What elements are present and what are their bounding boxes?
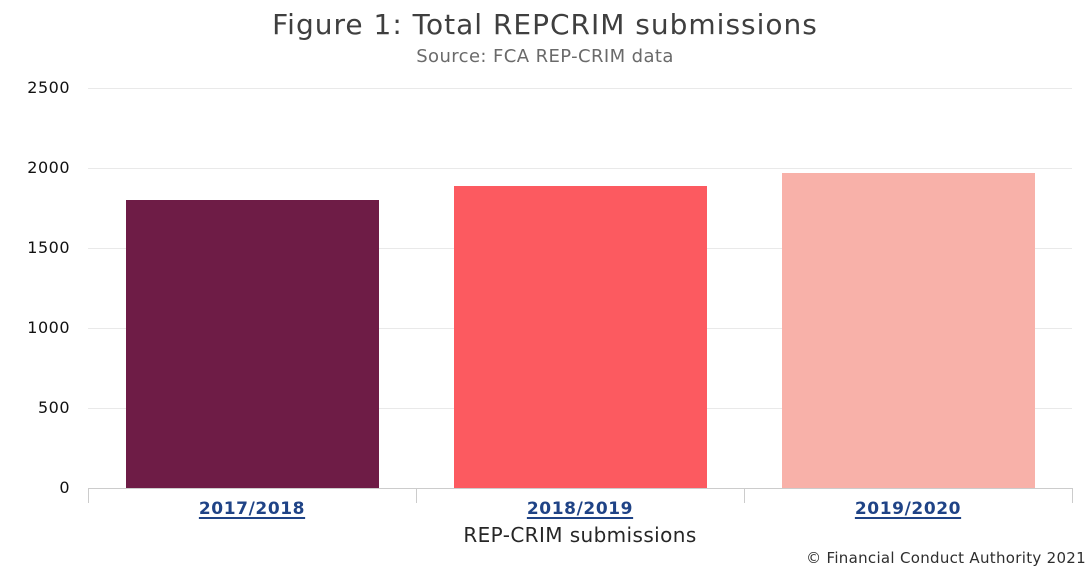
bar-2018-2019 (454, 186, 707, 488)
x-axis-line (88, 488, 1073, 489)
category-link-2018-2019[interactable]: 2018/2019 (526, 499, 634, 519)
category-link-2017-2018[interactable]: 2017/2018 (198, 499, 306, 519)
x-axis-tick-2 (744, 489, 745, 503)
gridline-2000 (88, 168, 1072, 169)
chart-title: Figure 1: Total REPCRIM submissions (272, 8, 818, 41)
y-tick-label-0: 0 (59, 478, 70, 497)
x-axis-tick-0 (88, 489, 89, 503)
y-tick-label-1000: 1000 (27, 318, 70, 337)
x-axis-tick-1 (416, 489, 417, 503)
bar-2019-2020 (782, 173, 1035, 488)
x-axis-tick-3 (1072, 489, 1073, 503)
x-axis-title: REP-CRIM submissions (463, 523, 697, 547)
copyright-notice: © Financial Conduct Authority 2021 (806, 549, 1086, 567)
y-tick-label-1500: 1500 (27, 238, 70, 257)
bar-2017-2018 (126, 200, 379, 488)
gridline-2500 (88, 88, 1072, 89)
chart-subtitle: Source: FCA REP-CRIM data (416, 46, 674, 67)
y-tick-label-500: 500 (37, 398, 70, 417)
y-tick-label-2000: 2000 (27, 158, 70, 177)
category-link-2019-2020[interactable]: 2019/2020 (854, 499, 962, 519)
y-tick-label-2500: 2500 (27, 78, 70, 97)
